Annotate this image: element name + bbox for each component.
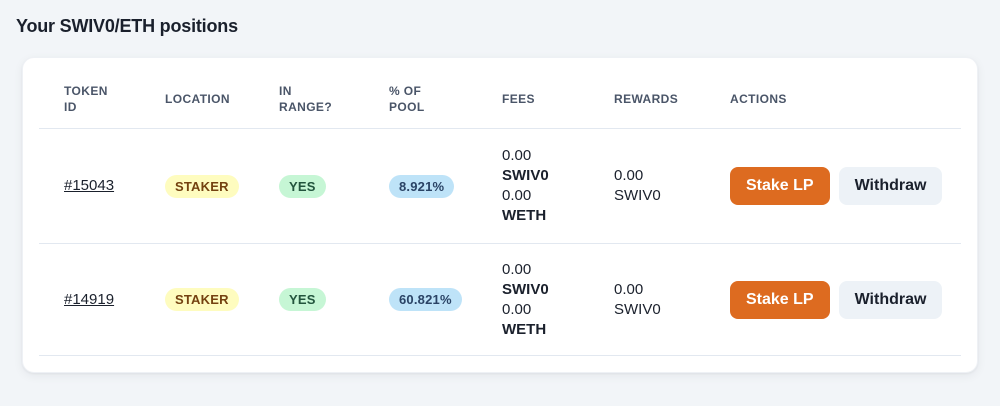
token-id-cell: #14919 xyxy=(39,291,165,309)
token-id-link[interactable]: #15043 xyxy=(64,177,115,194)
fees-amount0: 0.00 xyxy=(502,260,532,278)
fees-amount1: 0.00 xyxy=(502,187,532,204)
in-range-cell: YES xyxy=(279,174,389,198)
location-cell: STAKER xyxy=(165,288,279,311)
column-header-in-range: IN RANGE? xyxy=(279,84,333,114)
rewards-token: SWIV0 xyxy=(614,300,661,318)
location-badge: STAKER xyxy=(165,174,239,198)
in-range-badge: YES xyxy=(279,288,326,311)
pool-share-cell: 8.921% xyxy=(389,174,502,198)
column-header-rewards: REWARDS xyxy=(614,92,679,106)
token-id-cell: #15043 xyxy=(39,177,165,195)
location-badge: STAKER xyxy=(165,288,239,311)
fees-token1: WETH xyxy=(502,320,547,338)
position-row: #14919 STAKER YES 60.821% 0.00 SWIV0 0.0… xyxy=(39,244,961,356)
page-title: Your SWIV0/ETH positions xyxy=(16,16,238,36)
positions-card: TOKEN ID LOCATION IN RANGE? % OF POOL FE… xyxy=(22,57,978,373)
fees-amount0: 0.00 xyxy=(502,147,532,164)
fees-token0: SWIV0 xyxy=(502,280,549,298)
withdraw-button[interactable]: Withdraw xyxy=(838,167,943,205)
in-range-badge: YES xyxy=(279,174,326,198)
actions-cell: Stake LP Withdraw xyxy=(730,280,961,319)
column-header-location: LOCATION xyxy=(165,92,230,106)
stake-lp-button[interactable]: Stake LP xyxy=(730,167,830,205)
fees-amount1: 0.00 xyxy=(502,300,532,318)
column-header-pool-share: % OF POOL xyxy=(389,84,425,114)
withdraw-button[interactable]: Withdraw xyxy=(838,280,943,319)
pool-share-badge: 60.821% xyxy=(389,288,462,311)
in-range-cell: YES xyxy=(279,288,389,311)
actions-cell: Stake LP Withdraw xyxy=(730,167,961,205)
token-id-link[interactable]: #14919 xyxy=(64,290,115,308)
rewards-cell: 0.00 SWIV0 xyxy=(614,166,730,206)
fees-token1: WETH xyxy=(502,207,547,224)
pool-share-badge: 8.921% xyxy=(389,174,455,198)
position-row: #15043 STAKER YES 8.921% 0.00 SWIV0 0.00… xyxy=(39,129,961,244)
column-header-token-id: TOKEN ID xyxy=(64,84,108,114)
rewards-amount: 0.00 xyxy=(614,167,644,184)
rewards-amount: 0.00 xyxy=(614,280,644,298)
fees-token0: SWIV0 xyxy=(502,167,549,184)
table-header-row: TOKEN ID LOCATION IN RANGE? % OF POOL FE… xyxy=(39,58,961,129)
fees-cell: 0.00 SWIV0 0.00 WETH xyxy=(502,146,614,226)
column-header-fees: FEES xyxy=(502,92,535,106)
location-cell: STAKER xyxy=(165,174,279,198)
column-header-actions: ACTIONS xyxy=(730,92,787,106)
rewards-cell: 0.00 SWIV0 xyxy=(614,280,730,320)
stake-lp-button[interactable]: Stake LP xyxy=(730,280,830,319)
rewards-token: SWIV0 xyxy=(614,187,661,204)
pool-share-cell: 60.821% xyxy=(389,288,502,311)
fees-cell: 0.00 SWIV0 0.00 WETH xyxy=(502,260,614,340)
